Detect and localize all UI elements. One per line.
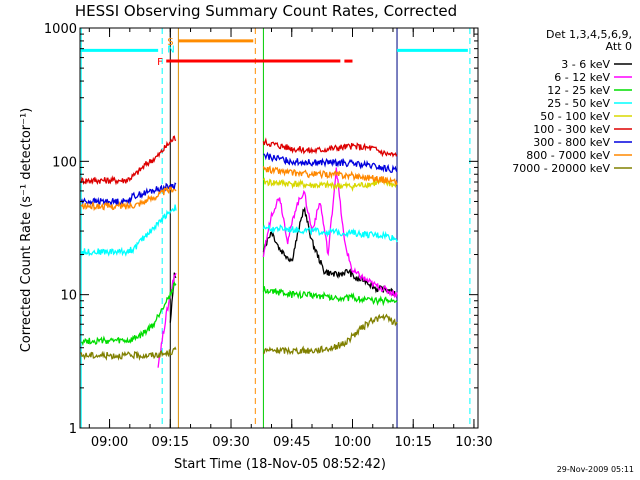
y-tick-label: 100 [52, 155, 77, 170]
y-axis-label: Corrected Count Rate (s⁻¹ detector⁻¹) [19, 108, 34, 353]
flag-label-F: F [157, 57, 163, 68]
series-line-5 [80, 135, 398, 186]
x-tick-label: 10:15 [394, 435, 431, 450]
timestamp: 29-Nov-2009 05:11 [557, 465, 634, 474]
x-tick-label: 09:45 [273, 435, 310, 450]
legend-label-2: 12 - 25 keV [547, 84, 610, 97]
legend-label-1: 6 - 12 keV [554, 71, 610, 84]
x-tick-label: 09:30 [212, 435, 249, 450]
legend-label-8: 7000 - 20000 keV [512, 162, 610, 175]
legend-header-line: Det 1,3,4,5,6,9, [546, 28, 632, 41]
series-line-7 [80, 165, 398, 212]
flag-label-N: N [167, 45, 174, 56]
x-tick-label: 09:00 [91, 435, 128, 450]
y-tick-label: 1 [69, 422, 77, 437]
flag-label-S: S [167, 37, 173, 48]
x-axis-label: Start Time (18-Nov-05 08:52:42) [174, 457, 386, 472]
legend-label-0: 3 - 6 keV [561, 58, 610, 71]
legend-label-6: 300 - 800 keV [533, 136, 610, 149]
legend-header-line: Att 0 [606, 40, 632, 53]
plot-area: SNF [80, 28, 471, 428]
y-tick-label: 1000 [44, 22, 77, 37]
chart-title: HESSI Observing Summary Count Rates, Cor… [75, 2, 457, 20]
y-tick-label: 10 [60, 289, 77, 304]
legend-label-5: 100 - 300 keV [533, 123, 610, 136]
x-tick-label: 10:00 [334, 435, 371, 450]
legend-label-4: 50 - 100 keV [540, 110, 610, 123]
series-line-2 [81, 280, 398, 347]
x-tick-label: 10:30 [455, 435, 492, 450]
series-line-8 [80, 313, 398, 361]
plot-frame [79, 27, 479, 429]
series-line-4 [262, 177, 398, 192]
legend-label-7: 800 - 7000 keV [526, 149, 610, 162]
axes: 1 10 100 1000 09:00 09:15 09:30 09:45 10:00 10:15… [44, 22, 493, 450]
legend-label-3: 25 - 50 keV [547, 97, 610, 110]
x-tick-label: 09:15 [152, 435, 189, 450]
series-line-3 [80, 204, 398, 257]
series-line-6 [80, 151, 398, 208]
